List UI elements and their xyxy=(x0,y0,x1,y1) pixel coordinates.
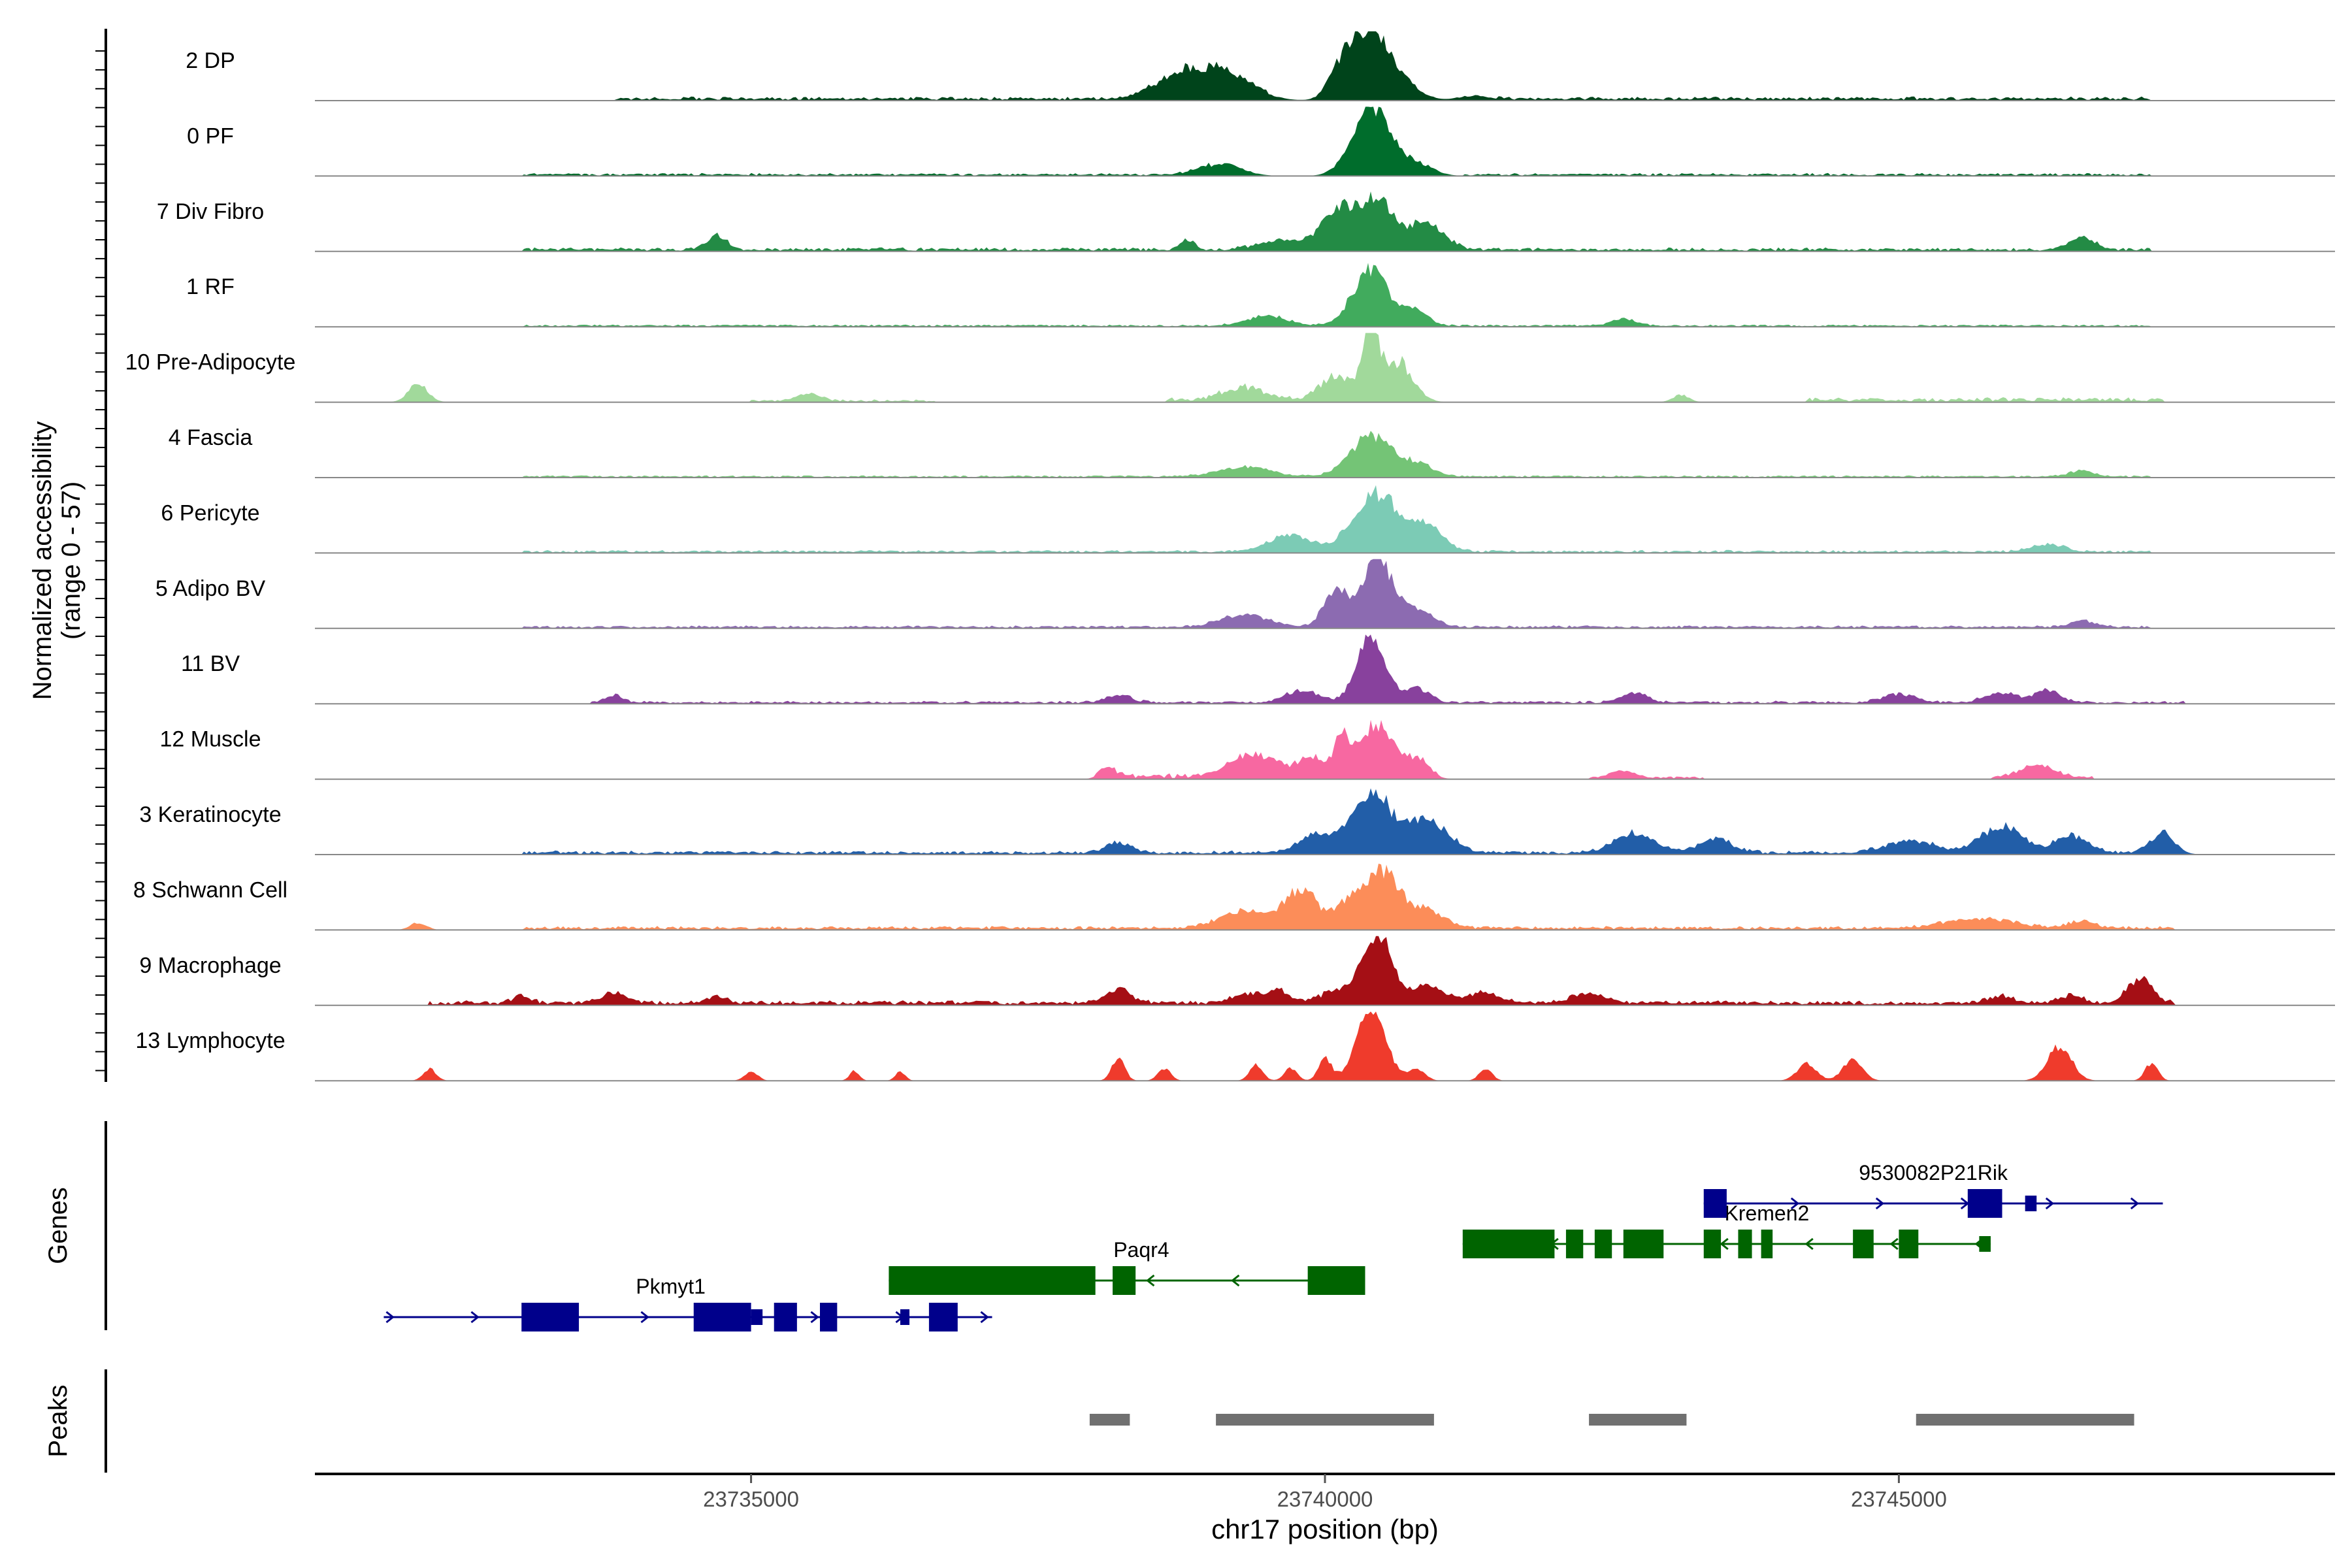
strand-chevron xyxy=(810,1311,819,1324)
exon-Kremen2-8 xyxy=(1853,1230,1874,1258)
peak-bar-2 xyxy=(1216,1414,1434,1426)
strand-chevron xyxy=(1146,1274,1155,1287)
track-area-6 xyxy=(315,431,2241,478)
track-label-14: 13 Lymphocyte xyxy=(135,1028,285,1053)
exon-Kremen2-10 xyxy=(1979,1236,1991,1252)
track-area-1 xyxy=(315,31,2241,101)
x-tick-label: 23745000 xyxy=(1851,1487,1947,1511)
genes-panel-label: Genes xyxy=(44,1187,73,1264)
x-tick-label: 23735000 xyxy=(703,1487,799,1511)
x-tick-label: 23740000 xyxy=(1277,1487,1373,1511)
y-axis-label-line1: Normalized accessibility xyxy=(28,421,57,700)
strand-chevron xyxy=(1875,1197,1885,1210)
strand-chevron xyxy=(385,1311,395,1324)
strand-chevron xyxy=(640,1311,649,1324)
track-label-8: 5 Adipo BV xyxy=(155,576,266,601)
gene-label-Paqr4: Paqr4 xyxy=(1113,1238,1169,1262)
coverage-tracks: 2 DP 0 PF 7 Div Fibro 1 RF 10 Pre-Adipocyte 4… xyxy=(125,31,2335,1082)
track-label-3: 7 Div Fibro xyxy=(157,199,264,224)
strand-chevron xyxy=(1720,1237,1729,1250)
exon-Pkmyt1-3 xyxy=(751,1309,763,1325)
track-area-5 xyxy=(315,333,2241,402)
track-area-3 xyxy=(315,191,2241,252)
strand-chevron xyxy=(1960,1197,1970,1210)
track-area-10 xyxy=(315,719,2241,779)
track-area-12 xyxy=(315,863,2241,930)
exon-Kremen2-7 xyxy=(1761,1230,1773,1258)
x-axis: 23735000 23740000 23745000 xyxy=(703,1474,1947,1511)
track-label-2: 0 PF xyxy=(187,123,234,148)
exon-Kremen2-5 xyxy=(1703,1230,1722,1258)
exon-Kremen2-4 xyxy=(1623,1230,1664,1258)
track-area-8 xyxy=(315,559,2241,629)
strand-chevron xyxy=(1231,1274,1240,1287)
exon-Kremen2-6 xyxy=(1738,1230,1752,1258)
track-label-1: 2 DP xyxy=(186,48,235,73)
strand-chevron xyxy=(1805,1237,1814,1250)
track-label-12: 8 Schwann Cell xyxy=(133,877,287,902)
track-label-11: 3 Keratinocyte xyxy=(139,802,281,827)
track-area-13 xyxy=(315,936,2241,1005)
peak-bar-4 xyxy=(1916,1414,2134,1426)
exon-Pkmyt1-7 xyxy=(928,1303,958,1331)
exon-Kremen2-1 xyxy=(1462,1230,1555,1258)
exon-Pkmyt1-4 xyxy=(774,1303,797,1331)
track-label-9: 11 BV xyxy=(181,651,240,676)
gene-label-Pkmyt1: Pkmyt1 xyxy=(636,1275,706,1298)
gene-label-9530082P21Rik: 9530082P21Rik xyxy=(1859,1161,2008,1184)
track-label-10: 12 Muscle xyxy=(160,727,261,752)
y-axis-label-line2: (range 0 - 57) xyxy=(57,482,86,640)
exon-Pkmyt1-6 xyxy=(900,1309,910,1325)
strand-chevron xyxy=(2045,1197,2055,1210)
track-area-14 xyxy=(315,1011,2241,1081)
strand-chevron xyxy=(470,1311,480,1324)
exon-Kremen2-2 xyxy=(1565,1230,1584,1258)
exon-Pkmyt1-1 xyxy=(521,1303,580,1331)
exon-9530082P21Rik-3 xyxy=(2025,1196,2037,1211)
track-area-4 xyxy=(315,263,2241,327)
strand-chevron xyxy=(1889,1237,1899,1250)
strand-chevron xyxy=(2130,1197,2140,1210)
track-label-7: 6 Pericyte xyxy=(161,500,259,525)
exon-Paqr4-1 xyxy=(889,1266,1096,1295)
exon-Kremen2-9 xyxy=(1899,1230,1919,1258)
exon-Paqr4-3 xyxy=(1307,1266,1365,1295)
track-area-9 xyxy=(315,634,2241,704)
exon-Kremen2-3 xyxy=(1594,1230,1612,1258)
track-area-2 xyxy=(315,106,2241,176)
exon-9530082P21Rik-2 xyxy=(1967,1189,2002,1218)
track-label-5: 10 Pre-Adipocyte xyxy=(125,350,296,375)
strand-chevron xyxy=(1790,1197,1800,1210)
track-label-13: 9 Macrophage xyxy=(139,953,281,978)
track-area-7 xyxy=(315,485,2241,553)
peaks-panel-label: Peaks xyxy=(44,1384,73,1457)
track-label-6: 4 Fascia xyxy=(169,425,253,450)
peak-bar-3 xyxy=(1589,1414,1687,1426)
track-area-11 xyxy=(315,788,2241,855)
track-label-4: 1 RF xyxy=(186,274,235,299)
exon-Pkmyt1-5 xyxy=(820,1303,838,1331)
strand-chevron xyxy=(980,1311,989,1324)
x-axis-label: chr17 position (bp) xyxy=(1211,1514,1439,1544)
exon-Pkmyt1-2 xyxy=(693,1303,751,1331)
exon-9530082P21Rik-1 xyxy=(1703,1189,1727,1218)
peaks-panel xyxy=(1089,1414,2134,1426)
exon-Paqr4-2 xyxy=(1112,1266,1136,1295)
coverage-y-axis xyxy=(95,29,107,1082)
peak-bar-1 xyxy=(1089,1414,1130,1426)
